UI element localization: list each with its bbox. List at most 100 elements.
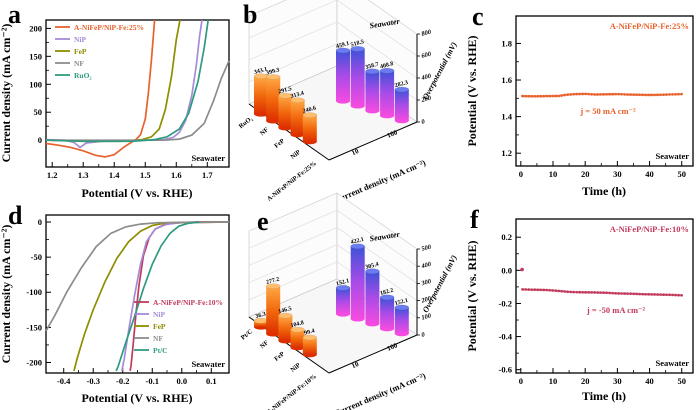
svg-text:1.2: 1.2	[47, 170, 58, 180]
svg-text:1.3: 1.3	[78, 170, 89, 180]
svg-text:40: 40	[645, 376, 654, 386]
her-stability-chart: 0 10 20 30 40 50 0.2 0.0 -0.2 -0.4 -0.6 A-NiFeP/NiP…	[465, 218, 694, 403]
depth-axis-title: Current density (mA cm⁻²)	[333, 370, 427, 410]
series-curve-A-NiFeP/NiP-Fe:10%	[521, 288, 683, 297]
legend-label-NiP: NiP	[74, 35, 87, 44]
current-density-label: j = -50 mA cm⁻²	[586, 305, 646, 315]
panel-letter-d: d	[8, 201, 23, 230]
bar-value-label: 313.4	[290, 91, 305, 100]
bar-10mA-Pt/C	[254, 320, 268, 327]
svg-text:1.6: 1.6	[501, 75, 512, 85]
x-axis-title: Time (h)	[582, 184, 626, 198]
svg-text:0: 0	[519, 376, 523, 386]
legend-label-NiP: NiP	[153, 310, 166, 319]
depth-axis-title: Current density (mA cm⁻²)	[333, 157, 427, 205]
svg-text:400: 400	[420, 261, 433, 271]
z-axis-title: Overpotential (mV)	[421, 40, 459, 101]
svg-text:300: 300	[420, 278, 433, 288]
svg-text:1.4: 1.4	[501, 112, 512, 122]
bar-100mA-FeP	[365, 271, 380, 324]
category-label-NiP: NiP	[289, 362, 302, 374]
svg-text:200: 200	[420, 94, 433, 104]
bar-10mA-NiP	[290, 329, 305, 348]
panel-letter-c: c	[472, 2, 484, 31]
bar-value-label: 152.1	[394, 298, 409, 307]
electrolyte-label: Seawater	[655, 151, 689, 161]
svg-text:10: 10	[549, 169, 558, 179]
category-label-RuO₂: RuO₂	[238, 115, 254, 130]
bar-value-label: 408.8	[380, 61, 395, 70]
bar-100mA-FeP	[365, 71, 380, 111]
svg-text:50: 50	[34, 107, 43, 117]
y-axis-title: Current density (mA cm⁻²)	[0, 225, 13, 364]
svg-text:0.0: 0.0	[501, 265, 512, 275]
oer-overpotential-bar3d-chart: 0 200 400 600 800 459.1 518.5 358.7 408.8 282.3 34…	[238, 0, 459, 205]
y-axis-title: Potential (V vs. RHE)	[465, 240, 479, 351]
bar-value-label: 518.5	[350, 39, 365, 48]
series-curve-NF	[46, 60, 230, 142]
svg-text:400: 400	[420, 72, 433, 82]
catalyst-label: A-NiFeP/NiP-Fe:25%	[610, 21, 689, 31]
electrolyte-label: Seawater	[655, 358, 689, 368]
svg-text:-150: -150	[26, 322, 42, 332]
x-axis-title: Potential (V vs. RHE)	[81, 186, 192, 200]
panel-a: a 1.2 1.3 1.4 1.5 1.6 1.7 0 50 100 150 200 A-NiFeP/…	[0, 0, 233, 205]
svg-text:-0.2: -0.2	[499, 298, 512, 308]
legend-label-A-NiFeP/NiP-Fe:10%: A-NiFeP/NiP-Fe:10%	[153, 298, 223, 307]
bar-value-label: 358.7	[365, 62, 380, 71]
bar-100mA-NiP	[380, 70, 395, 116]
panel-letter-a: a	[8, 0, 21, 29]
bar-value-label: 277.2	[266, 277, 281, 286]
svg-text:30: 30	[613, 169, 622, 179]
her-overpotential-bar3d-chart: 0100200300400500152.1422.1305.4182.2152.…	[240, 192, 459, 410]
legend-label-NF: NF	[153, 334, 163, 343]
category-label-Pt/C: Pt/C	[240, 328, 255, 341]
svg-text:0.1: 0.1	[206, 376, 217, 386]
svg-text:-0.3: -0.3	[86, 376, 99, 386]
bar-value-label: 291.5	[278, 86, 293, 95]
bar-10mA-A-NiFeP/NiP-Fe:25%	[302, 115, 317, 142]
bar-value-label: 36.3	[255, 312, 267, 321]
current-density-label: j = 50 mA cm⁻²	[579, 106, 636, 116]
x-axis-title: Time (h)	[582, 389, 626, 403]
panel-b: b 0 200 400 600 800 459.1 518.5 358.7 408.8 282.3…	[233, 0, 466, 205]
series-curve-RuO₂	[45, 19, 210, 143]
bar-100mA-Pt/C	[336, 287, 350, 314]
bar-value-label: 422.1	[350, 237, 365, 246]
electrolyte-label: Seawater	[191, 153, 225, 163]
legend-label-NF: NF	[74, 59, 84, 68]
panel-c: c 0 10 20 30 40 50 1.2 1.4 1.6 1.8 A-NiFeP/NiP-Fe:…	[465, 0, 699, 205]
y-axis-title: Potential (V vs. RHE)	[465, 35, 479, 146]
bar-100mA-NiP	[380, 297, 395, 329]
svg-text:-0.1: -0.1	[146, 376, 159, 386]
series-curve-NF	[45, 221, 230, 332]
plot-e: 0100200300400500152.1422.1305.4182.2152.…	[240, 192, 459, 410]
svg-text:0: 0	[421, 331, 427, 339]
svg-text:-0.6: -0.6	[499, 365, 512, 375]
y-axis-title: Current density (mA cm⁻²)	[0, 24, 13, 163]
svg-text:100: 100	[421, 312, 433, 321]
svg-text:50: 50	[677, 376, 686, 386]
plot-c: 0 10 20 30 40 50 1.2 1.4 1.6 1.8 A-NiFeP/NiP-Fe:25…	[465, 15, 694, 198]
bar-value-label: 459.1	[335, 41, 350, 50]
bar-100mA-A-NiFeP/NiP-Fe:10%	[394, 307, 409, 334]
bar-value-label: 282.3	[394, 80, 409, 89]
current-density-tick-100: 100	[386, 341, 399, 353]
bar-100mA-NF	[350, 48, 365, 106]
svg-text:800: 800	[421, 28, 433, 37]
svg-text:30: 30	[613, 376, 622, 386]
bar-value-label: 146.5	[278, 306, 293, 315]
svg-text:-50: -50	[31, 252, 42, 262]
svg-text:1.5: 1.5	[140, 170, 151, 180]
bar-100mA-RuO₂	[336, 50, 350, 101]
svg-text:1.6: 1.6	[171, 170, 182, 180]
svg-text:150: 150	[29, 51, 42, 61]
oer-lsv-chart: 1.2 1.3 1.4 1.5 1.6 1.7 0 50 100 150 200 A-NiFeP/Ni…	[0, 19, 230, 200]
bar-100mA-NF	[350, 246, 365, 319]
bar-value-label: 182.2	[380, 288, 395, 297]
catalyst-label: A-NiFeP/NiP-Fe:10%	[610, 224, 689, 234]
series-curve-Pt/C	[115, 221, 200, 372]
panel-letter-e: e	[257, 207, 269, 236]
panel-e: e 0 100 200 300 400 500 152.1 422.1 305.4 182.2 15…	[233, 192, 466, 410]
svg-text:0.2: 0.2	[501, 232, 512, 242]
